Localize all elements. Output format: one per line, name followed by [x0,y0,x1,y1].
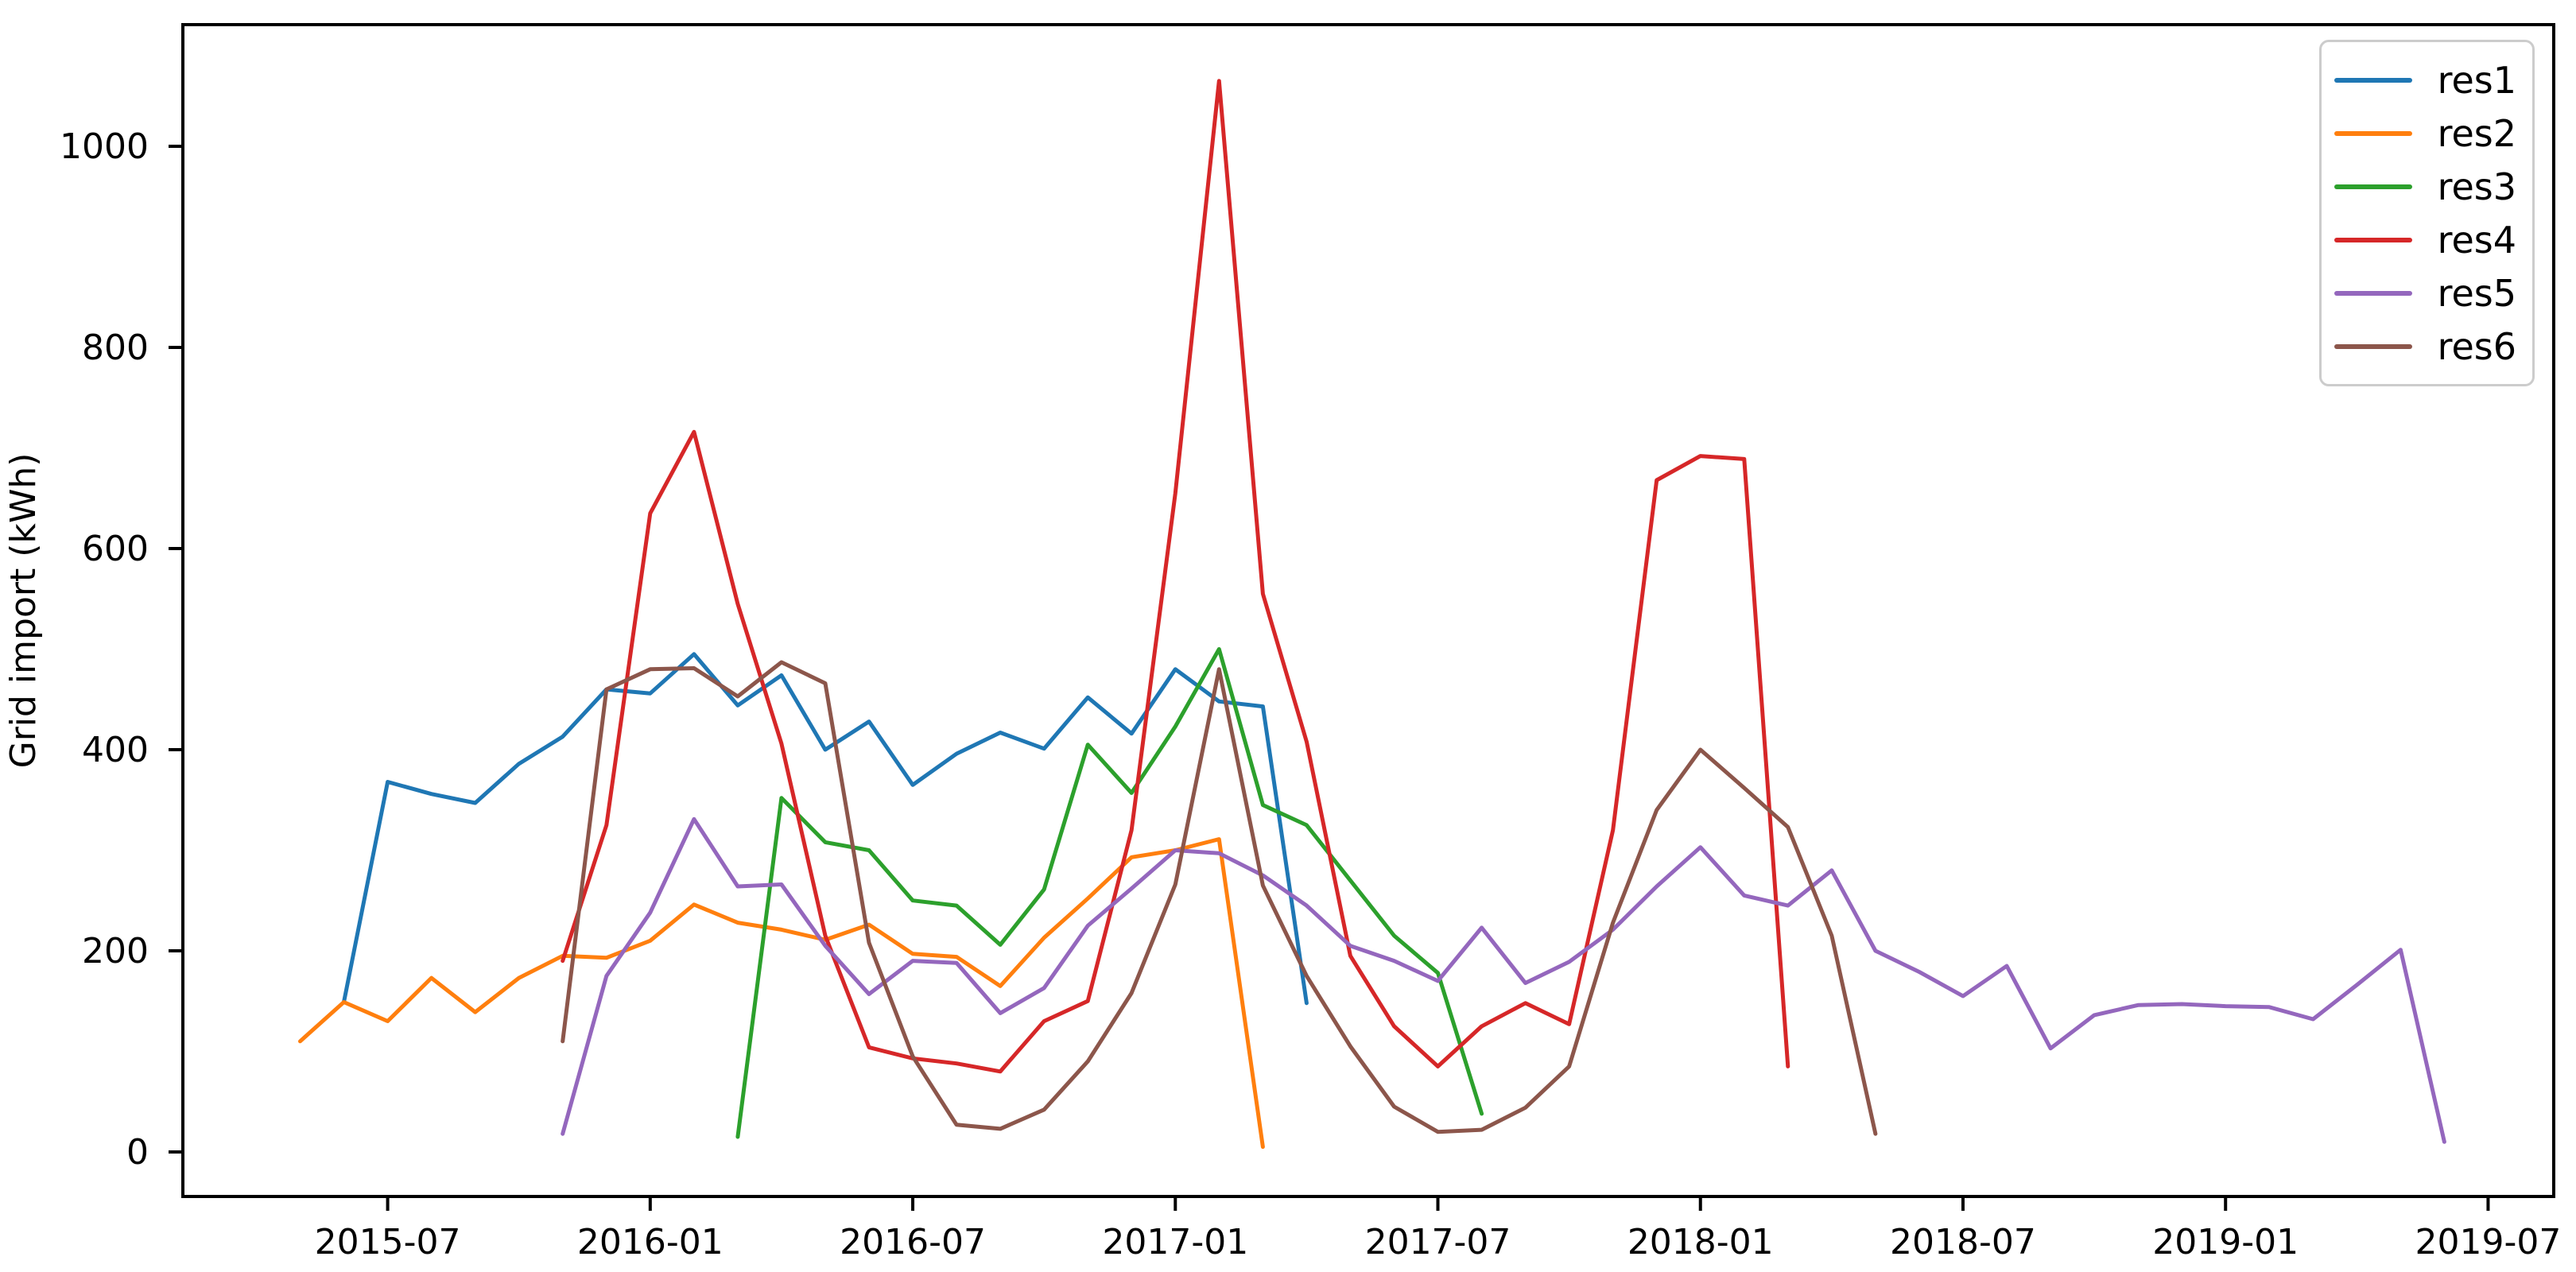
legend-line-sample-res3 [2334,184,2412,189]
legend-label-res6: res6 [2437,324,2516,368]
series-layer [298,79,2446,1150]
x-tick-label: 2017-01 [1102,1222,1248,1262]
legend-label-res5: res5 [2437,271,2516,315]
legend-item-res4: res4 [2334,213,2516,266]
x-tick-label: 2015-07 [315,1222,461,1262]
series-line-res6 [561,660,1878,1136]
legend-item-res2: res2 [2334,107,2516,160]
y-tick-label: 600 [82,529,149,569]
series-line-res4 [561,79,1790,1074]
legend: res1 res2 res3 res4 res5 res6 [2318,40,2535,386]
y-tick-label: 800 [82,328,149,368]
x-tick-label: 2016-01 [577,1222,724,1262]
legend-label-res2: res2 [2437,111,2516,155]
x-tick-label: 2018-01 [1627,1222,1774,1262]
legend-line-sample-res1 [2334,77,2412,83]
legend-label-res1: res1 [2437,58,2516,102]
x-tick-label: 2016-07 [840,1222,986,1262]
series-line-res5 [561,816,2446,1144]
legend-item-res5: res5 [2334,266,2516,320]
y-axis-label: Grid import (kWh) [3,453,44,769]
y-tick-label: 1000 [60,126,149,167]
x-tick-label: 2019-01 [2152,1222,2299,1262]
legend-label-res4: res4 [2437,218,2516,262]
y-tick-label: 0 [126,1132,149,1173]
y-tick-label: 400 [82,730,149,770]
x-tick-label: 2019-07 [2415,1222,2562,1262]
series-line-res3 [735,647,1484,1139]
legend-label-res3: res3 [2437,165,2516,208]
legend-item-res1: res1 [2334,53,2516,107]
axes-layer: 2015-07 2016-01 2016-07 2017-01 2017-07 2018-… [60,23,2562,1262]
legend-item-res3: res3 [2334,160,2516,213]
plot-border [181,23,2555,1198]
x-tick-label: 2018-07 [1890,1222,2036,1262]
legend-line-sample-res4 [2334,237,2412,242]
y-tick-label: 200 [82,931,149,971]
legend-line-sample-res2 [2334,130,2412,136]
x-tick-label: 2017-07 [1365,1222,1511,1262]
series-line-res1 [342,652,1309,1006]
legend-item-res6: res6 [2334,320,2516,373]
series-line-res2 [298,837,1265,1150]
legend-line-sample-res6 [2334,343,2412,349]
legend-line-sample-res5 [2334,290,2412,296]
